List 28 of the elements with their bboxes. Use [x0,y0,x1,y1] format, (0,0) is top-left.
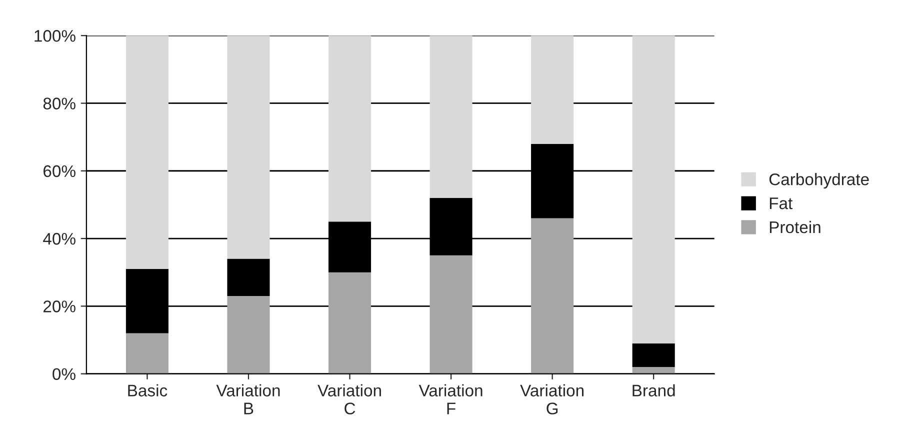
x-tick-label: Variation F [418,384,482,414]
x-tick-label: Brand [632,384,675,396]
bar [227,296,270,374]
legend-label: Carbohydrate [769,173,869,189]
bar [531,36,574,144]
legend-label: Protein [770,220,820,234]
legend-label: Fat [770,198,793,210]
bar [126,36,168,269]
bar [227,36,270,259]
y-tick-label: 80% [43,98,76,110]
bar [531,218,574,374]
bar [430,255,472,374]
bar [328,36,372,222]
bar [126,333,168,374]
bar [430,36,472,198]
x-tick-label: Variation C [318,384,381,414]
y-tick-label: 60% [44,165,76,178]
x-tick-label: Variation G [520,384,584,414]
bar [227,258,270,296]
y-tick-label: 100% [34,30,76,42]
bar [328,272,372,374]
y-tick-label: 20% [44,300,76,312]
bar [632,36,675,344]
y-tick-label: 0% [52,368,76,380]
x-tick-label: Variation B [216,384,280,414]
y-tick-label: 40% [43,232,76,245]
x-tick-label: Basic [128,384,168,396]
bar [632,343,675,368]
